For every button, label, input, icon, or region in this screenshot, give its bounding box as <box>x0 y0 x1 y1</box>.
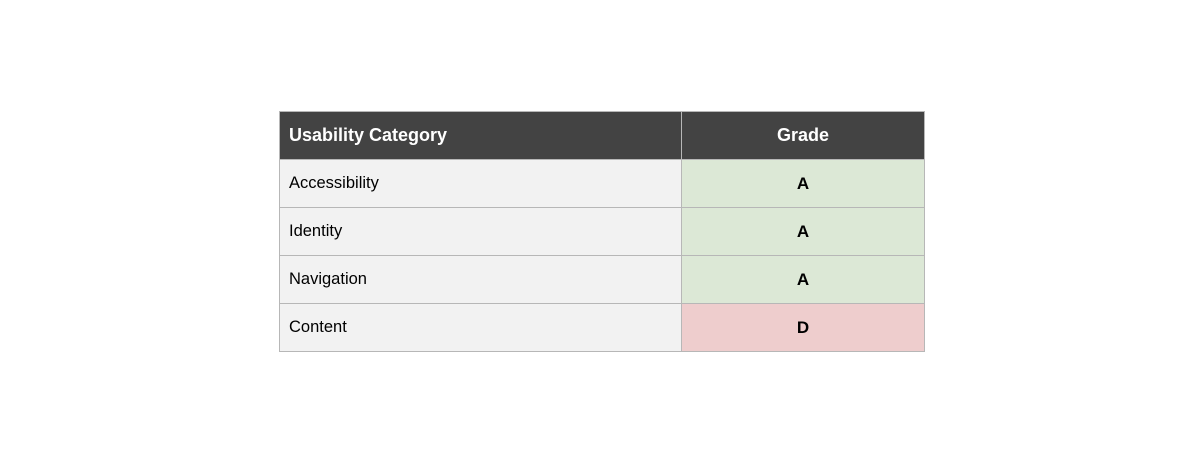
grade-cell-navigation: A <box>681 255 925 304</box>
category-cell-identity: Identity <box>279 207 682 256</box>
table-row: Identity A <box>279 207 925 256</box>
header-usability-category: Usability Category <box>279 111 682 160</box>
grade-cell-identity: A <box>681 207 925 256</box>
category-cell-accessibility: Accessibility <box>279 159 682 208</box>
category-cell-content: Content <box>279 303 682 352</box>
table-row: Accessibility A <box>279 159 925 208</box>
grade-cell-content: D <box>681 303 925 352</box>
header-grade: Grade <box>681 111 925 160</box>
table-row: Content D <box>279 303 925 352</box>
category-cell-navigation: Navigation <box>279 255 682 304</box>
table-header-row: Usability Category Grade <box>279 111 925 160</box>
table-row: Navigation A <box>279 255 925 304</box>
usability-grade-table: Usability Category Grade Accessibility A… <box>279 111 925 352</box>
grade-cell-accessibility: A <box>681 159 925 208</box>
